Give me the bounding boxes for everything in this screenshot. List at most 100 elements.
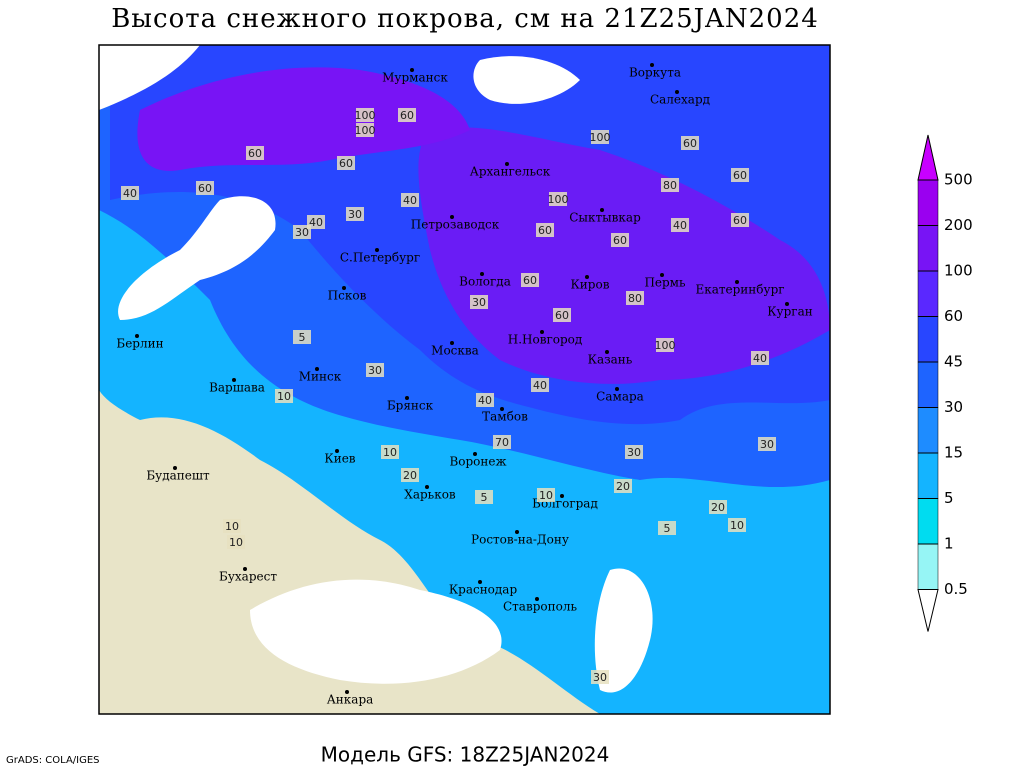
contour-label: 40	[533, 379, 547, 392]
city-dot	[650, 63, 654, 67]
city-dot	[405, 396, 409, 400]
black-sea	[250, 579, 502, 684]
contour-label-box	[614, 479, 632, 493]
city-label: Анкара	[327, 693, 374, 707]
city-label: Тамбов	[482, 410, 528, 424]
title: Высота снежного покрова, см на 21Z25JAN2…	[111, 4, 819, 34]
city-label: Самара	[596, 390, 644, 404]
contour-label: 30	[348, 208, 362, 221]
colorbar-bottom-triangle	[917, 589, 939, 632]
city-label: Берлин	[116, 337, 163, 351]
colorbar-label: 5	[944, 489, 954, 507]
colorbar-label: 100	[944, 262, 973, 280]
contour-label-box	[227, 535, 245, 549]
contour-label-box	[356, 108, 374, 122]
city-dot	[342, 286, 346, 290]
city-label: Вологда	[459, 275, 511, 289]
contour-label-box	[475, 490, 493, 504]
city-label: Пермь	[644, 276, 686, 290]
colorbar-segment	[917, 452, 939, 499]
city-dot	[410, 68, 414, 72]
contour-label: 40	[478, 394, 492, 407]
city-dot	[315, 367, 319, 371]
city-label: Бухарест	[219, 570, 277, 584]
contour-label-box	[521, 273, 539, 287]
contour-label-box	[625, 445, 643, 459]
contour-label-box	[246, 146, 264, 160]
contour-label-box	[293, 330, 311, 344]
contour-label: 60	[523, 274, 537, 287]
contour-label-box	[121, 186, 139, 200]
barents-sea	[473, 56, 580, 104]
colorbar-segment	[917, 361, 939, 408]
colorbar-segment	[917, 179, 939, 226]
city-label: Казань	[588, 353, 633, 367]
contour-label: 40	[309, 216, 323, 229]
contour-label: 30	[627, 446, 641, 459]
contour-label: 100	[355, 109, 376, 122]
contour-label: 10	[229, 536, 243, 549]
contour-label: 40	[673, 219, 687, 232]
contour-label: 30	[368, 364, 382, 377]
contour-label: 20	[403, 469, 417, 482]
contour-label-box	[196, 181, 214, 195]
city-label: Воркута	[629, 66, 681, 80]
colorbar-label: 45	[944, 353, 963, 371]
contour-label: 60	[400, 109, 414, 122]
contour-label-box	[536, 223, 554, 237]
city-label: С.Петербург	[340, 251, 420, 265]
city-label: Екатеринбург	[695, 283, 784, 297]
contour-label-box	[381, 445, 399, 459]
colorbar-segment	[917, 270, 939, 317]
city-dot	[615, 387, 619, 391]
city-dot	[375, 248, 379, 252]
contour-label-box	[493, 435, 511, 449]
city-label: Псков	[328, 289, 367, 303]
contour-label: 10	[730, 519, 744, 532]
city-label: Петрозаводск	[411, 218, 500, 232]
contour-label-box	[671, 218, 689, 232]
contour-label-box	[626, 291, 644, 305]
colorbar-label: 0.5	[944, 580, 968, 598]
contour-label: 5	[664, 522, 671, 535]
city-dot	[585, 275, 589, 279]
contour-label-box	[656, 338, 674, 352]
contour-label-box	[307, 215, 325, 229]
snow-scandinavia	[137, 67, 471, 171]
colorbar-label: 15	[944, 444, 963, 462]
colorbar-label: 1	[944, 535, 954, 553]
contour-label: 10	[383, 446, 397, 459]
contour-label-box	[591, 670, 609, 684]
snow-very-deep	[418, 127, 830, 384]
city-dot	[605, 350, 609, 354]
contour-label-box	[275, 389, 293, 403]
city-label: Воронеж	[449, 455, 506, 469]
contour-label-box	[223, 519, 241, 533]
contour-label: 80	[628, 292, 642, 305]
contour-label-box	[531, 378, 549, 392]
city-dot	[540, 330, 544, 334]
contour-label: 60	[683, 137, 697, 150]
contour-label-box	[401, 468, 419, 482]
contour-label-box	[731, 213, 749, 227]
contour-label: 20	[616, 480, 630, 493]
city-dot	[478, 580, 482, 584]
city-label: Будапешт	[146, 469, 210, 483]
city-label: Мурманск	[382, 71, 448, 85]
colorbar-label: 60	[944, 307, 963, 325]
contour-label: 60	[339, 157, 353, 170]
colorbar-segment	[917, 407, 939, 454]
caspian-sea	[594, 568, 653, 693]
credit: GrADS: COLA/IGES	[6, 755, 100, 766]
city-dot	[505, 162, 509, 166]
contour-label: 10	[277, 390, 291, 403]
colorbar-label: 30	[944, 398, 963, 416]
contour-label: 60	[733, 214, 747, 227]
contour-label: 30	[760, 438, 774, 451]
contour-label-box	[731, 168, 749, 182]
contour-label: 60	[613, 234, 627, 247]
contour-label-box	[398, 108, 416, 122]
city-label: Минск	[299, 370, 342, 384]
contour-label-box	[611, 233, 629, 247]
